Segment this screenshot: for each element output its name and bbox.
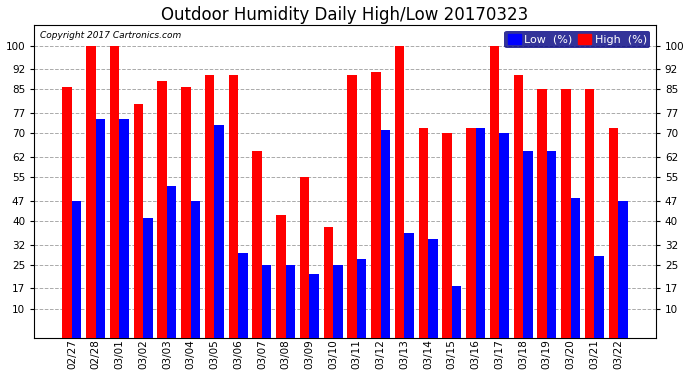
Bar (500, 134, 509, 338)
Bar (561, 90, 571, 338)
Bar (253, 151, 262, 338)
Bar (371, 72, 381, 338)
Bar (594, 256, 604, 338)
Bar (475, 128, 485, 338)
Bar (609, 128, 618, 338)
Bar (215, 124, 224, 338)
Bar (585, 90, 594, 338)
Bar (395, 46, 404, 338)
Bar (238, 254, 248, 338)
Bar (538, 90, 546, 338)
Bar (228, 75, 238, 338)
Bar (86, 46, 96, 338)
Bar (571, 198, 580, 338)
Bar (144, 218, 152, 338)
Bar (404, 233, 414, 338)
Bar (546, 151, 556, 338)
Legend: Low  (%), High  (%): Low (%), High (%) (504, 31, 650, 48)
Bar (262, 265, 271, 338)
Bar (347, 75, 357, 338)
Bar (452, 285, 462, 338)
Bar (181, 87, 190, 338)
Bar (72, 201, 81, 338)
Text: Copyright 2017 Cartronics.com: Copyright 2017 Cartronics.com (41, 32, 181, 40)
Bar (381, 130, 390, 338)
Bar (309, 274, 319, 338)
Bar (119, 119, 129, 338)
Bar (96, 119, 105, 338)
Bar (63, 87, 72, 338)
Bar (324, 227, 333, 338)
Bar (157, 81, 167, 338)
Bar (276, 215, 286, 338)
Bar (442, 134, 452, 338)
Bar (357, 259, 366, 338)
Bar (205, 75, 215, 338)
Bar (466, 128, 475, 338)
Bar (428, 239, 437, 338)
Bar (618, 201, 627, 338)
Bar (110, 46, 119, 338)
Bar (419, 128, 428, 338)
Bar (333, 265, 343, 338)
Bar (300, 177, 309, 338)
Bar (134, 104, 144, 338)
Bar (167, 186, 177, 338)
Title: Outdoor Humidity Daily High/Low 20170323: Outdoor Humidity Daily High/Low 20170323 (161, 6, 529, 24)
Bar (513, 75, 523, 338)
Bar (523, 151, 533, 338)
Bar (190, 201, 200, 338)
Bar (490, 46, 500, 338)
Bar (286, 265, 295, 338)
